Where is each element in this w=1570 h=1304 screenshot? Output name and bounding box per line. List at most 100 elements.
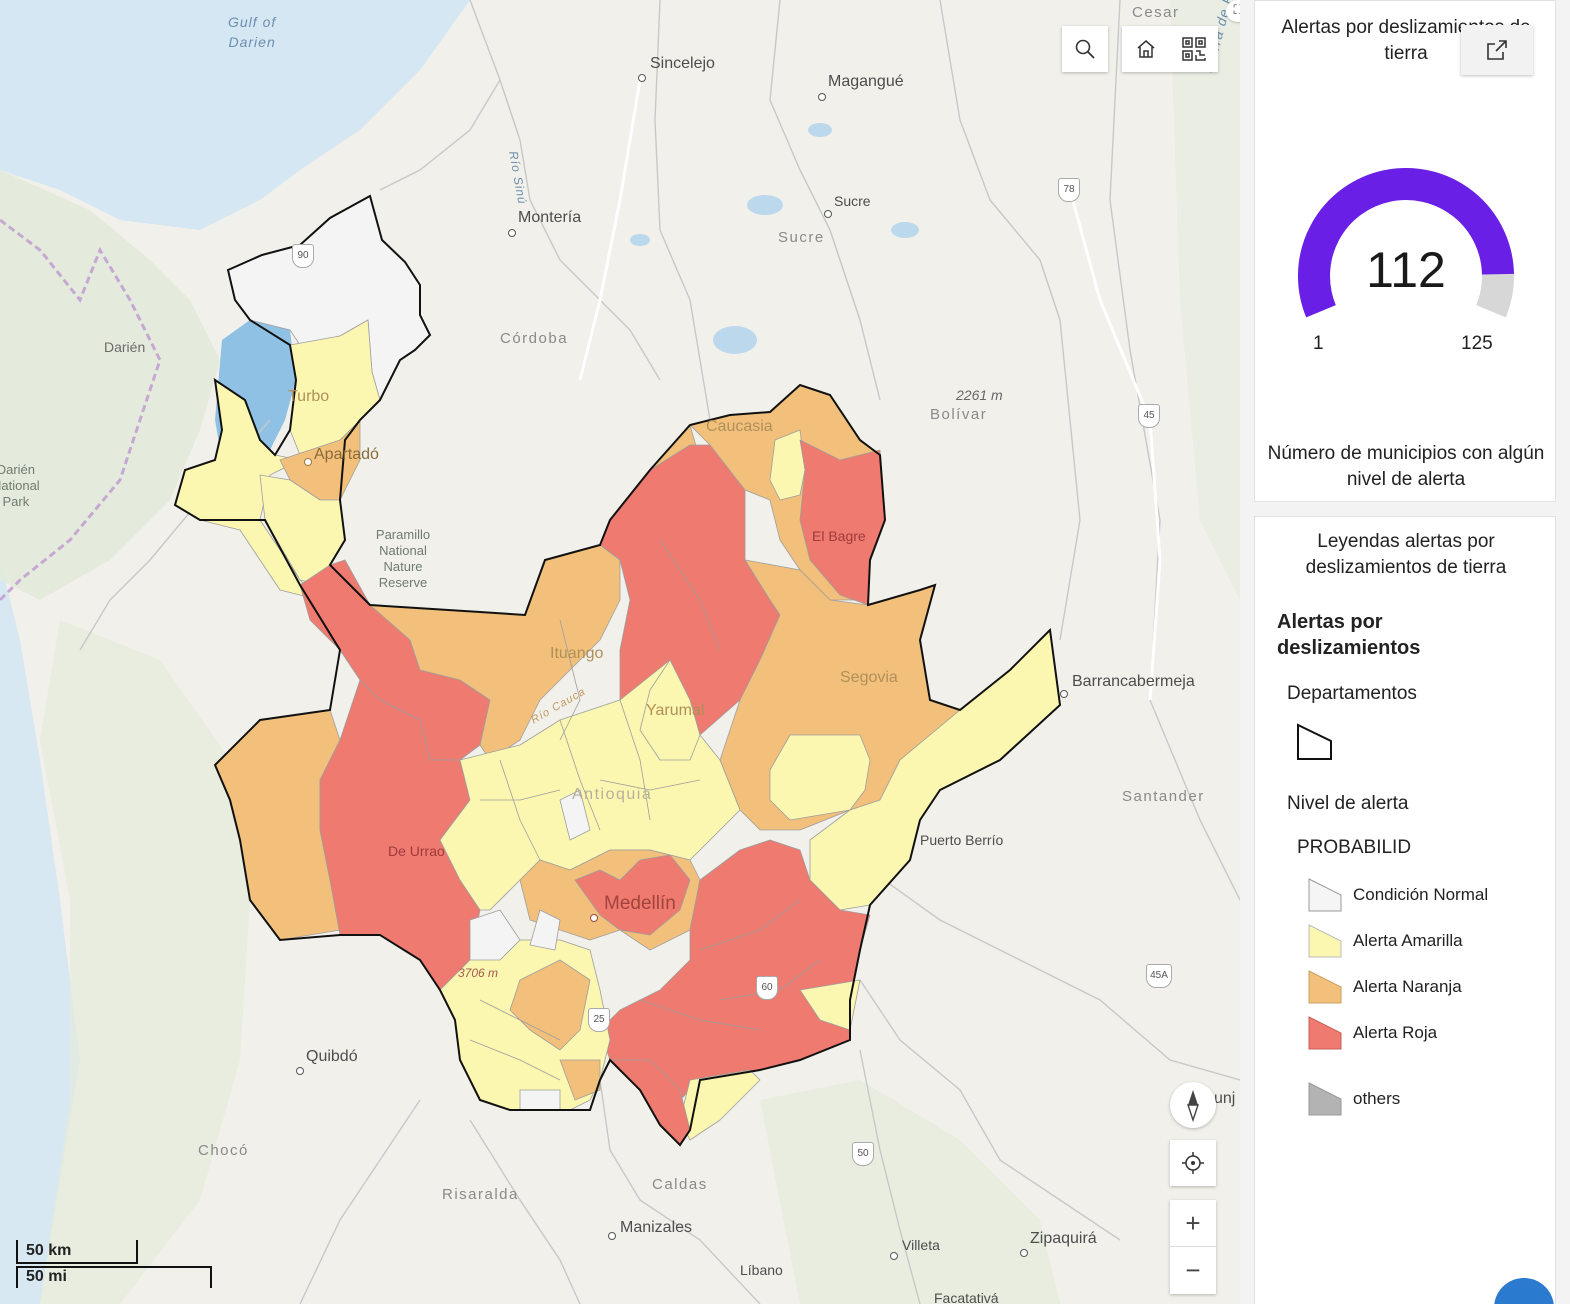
search-icon (1075, 39, 1095, 59)
label-darien-park: Darién National Park (0, 462, 40, 509)
city-dot (296, 1067, 304, 1075)
swatch-alerta-naranja (1308, 970, 1342, 1004)
fullscreen-icon[interactable]: ⛶ (1226, 0, 1240, 22)
legend-item: others (1307, 1081, 1400, 1117)
gauge-fill (1298, 168, 1514, 318)
gauge-max: 125 (1461, 333, 1493, 354)
label-choco: Chocó (198, 1142, 249, 1159)
swatch-alerta-roja (1308, 1016, 1342, 1050)
city-dot (608, 1232, 616, 1240)
label-sucre-city: Sucre (834, 193, 871, 209)
label-de-urrao: De Urrao (388, 843, 445, 859)
city-dot (590, 914, 598, 922)
legend-field: PROBABILID (1297, 837, 1412, 858)
label-cordoba: Córdoba (500, 330, 569, 347)
legend-layer-name: Alertas por deslizamientos (1277, 611, 1421, 659)
department-polygon-symbol (1297, 723, 1332, 760)
swatch-alerta-amarilla (1308, 924, 1342, 958)
home-button[interactable] (1122, 26, 1170, 72)
legend-item: Alerta Amarilla (1307, 923, 1463, 959)
city-dot (890, 1252, 898, 1260)
legend-nivel: Nivel de alerta (1287, 793, 1409, 814)
qr-code-button[interactable] (1170, 26, 1218, 72)
label-monteria: Montería (518, 209, 582, 226)
road-shield: 25 (588, 1008, 610, 1032)
label-tunja-partial: unj (1214, 1090, 1236, 1107)
label-segovia: Segovia (840, 669, 898, 686)
scalebar-km-label: 50 km (26, 1242, 72, 1259)
label-medellin: Medellín (604, 893, 676, 914)
home-and-qr-group (1122, 26, 1218, 72)
label-barrancabermeja: Barrancabermeja (1072, 673, 1195, 690)
road-shield: 60 (756, 976, 778, 1000)
road-shield: 50 (852, 1142, 874, 1166)
city-dot (508, 229, 516, 237)
swatch-condicion-normal (1308, 878, 1342, 912)
label-santander: Santander (1122, 788, 1205, 805)
label-facatativa: Facatativá (934, 1290, 999, 1304)
label-libano: Líbano (740, 1262, 783, 1278)
city-dot (1060, 690, 1068, 698)
legend-item: Condición Normal (1307, 877, 1488, 913)
gauge-card: Alertas por deslizamientos de tierra 112… (1254, 0, 1556, 502)
locate-icon (1182, 1152, 1204, 1174)
compass-button[interactable] (1170, 1082, 1216, 1128)
zoom-out-button[interactable]: − (1185, 1254, 1201, 1285)
map-view[interactable]: Gulf of Darien Cesar Sierra de P Sincele… (0, 0, 1240, 1304)
city-dot (1020, 1249, 1028, 1257)
legend-item-label: Condición Normal (1353, 885, 1489, 904)
legend-card: Leyendas alertas por deslizamientos de t… (1254, 516, 1556, 1304)
label-caldas: Caldas (652, 1176, 708, 1193)
label-puerto-berrio: Puerto Berrío (920, 832, 1004, 848)
label-sincelejo: Sincelejo (650, 55, 715, 72)
city-dot (638, 74, 646, 82)
gauge-min: 1 (1313, 333, 1324, 354)
legend-item: Alerta Naranja (1307, 969, 1462, 1005)
label-yarumal: Yarumal (646, 702, 705, 719)
legend-departamentos: Departamentos (1287, 683, 1417, 704)
label-caucasia: Caucasia (706, 418, 773, 435)
gauge-chart (1298, 168, 1514, 318)
locate-button[interactable] (1170, 1140, 1216, 1186)
swatch-others (1308, 1082, 1342, 1116)
home-icon (1137, 40, 1155, 58)
expand-button[interactable] (1461, 25, 1533, 75)
label-sucre-region: Sucre (778, 229, 825, 246)
search-button[interactable] (1062, 26, 1108, 72)
road-shield: 90 (292, 244, 314, 268)
label-zipaquira: Zipaquirá (1030, 1230, 1097, 1247)
label-ituango: Ituango (550, 645, 604, 662)
scalebar-mi: 50 mi (16, 1266, 212, 1288)
label-bolivar: Bolívar (930, 406, 988, 423)
side-panel: Alertas por deslizamientos de tierra 112… (1240, 0, 1570, 1304)
label-villeta: Villeta (902, 1237, 940, 1253)
legend-item: Alerta Roja (1307, 1015, 1437, 1051)
zoom-in-button[interactable]: + (1170, 1201, 1216, 1247)
scalebar-km: 50 km (16, 1240, 138, 1264)
label-bolivar-peak: 2261 m (956, 387, 1003, 403)
label-apartado: Apartadó (314, 446, 379, 463)
label-antioquia: Antioquia (572, 786, 653, 803)
label-gulf-of-darien: Gulf of Darien (228, 14, 277, 50)
label-paramillo: Paramillo National Nature Reserve (375, 527, 431, 590)
basemap (0, 0, 1240, 1304)
label-darien: Darién (104, 339, 146, 355)
city-dot (304, 458, 312, 466)
external-link-icon (1487, 40, 1507, 60)
city-dot (818, 93, 826, 101)
legend-title: Leyendas alertas por deslizamientos de t… (1305, 531, 1507, 578)
label-magangue: Magangué (828, 73, 904, 90)
label-cesar: Cesar (1132, 4, 1180, 21)
label-manizales: Manizales (620, 1219, 693, 1236)
legend-item-label: Alerta Amarilla (1353, 931, 1463, 950)
scalebar-mi-label: 50 mi (26, 1268, 67, 1285)
legend-item-label: Alerta Roja (1353, 1023, 1438, 1042)
qr-code-icon (1182, 37, 1206, 61)
label-risaralda: Risaralda (442, 1186, 519, 1203)
city-dot (824, 210, 832, 218)
road-shield: 78 (1058, 178, 1080, 202)
label-quibdo: Quibdó (306, 1048, 358, 1065)
zoom-controls: + − (1170, 1200, 1216, 1294)
compass-icon (1187, 1090, 1199, 1122)
label-turbo: Turbo (288, 388, 330, 405)
